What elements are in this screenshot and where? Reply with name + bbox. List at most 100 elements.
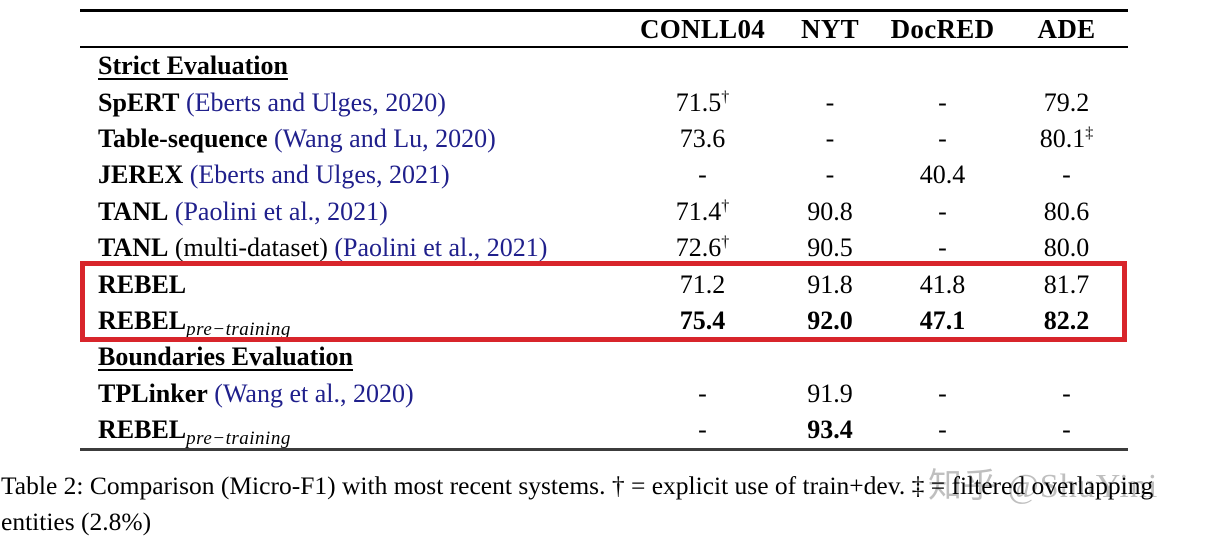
section-cell: Boundaries Evaluation [80,339,1128,375]
citation-link[interactable]: (Paolini et al., 2021) [327,233,548,263]
metric-cell: - [780,157,880,193]
metric-value: 90.8 [807,196,853,226]
metric-value: - [938,378,947,408]
metric-cell: 75.4 [625,303,780,339]
metric-cell: 91.8 [780,266,880,302]
col-header-conll04: CONLL04 [625,9,780,48]
citation-link[interactable]: (Wang and Lu, 2020) [267,123,496,153]
metric-value: 75.4 [679,305,726,335]
metric-value: 93.4 [807,415,853,445]
metric-value: - [938,196,947,226]
table-row: TPLinker (Wang et al., 2020) - 91.9 - - [80,376,1128,412]
table-row: TANL (Paolini et al., 2021) 71.4† 90.8 - 80.… [80,194,1128,230]
metric-value: 90.5 [807,233,853,263]
model-cell: SpERT (Eberts and Ulges, 2020) [80,84,625,120]
caption-line-1: Table 2: Comparison (Micro-F1) with most… [1,471,1154,500]
metric-value: - [938,233,947,263]
metric-cell: 91.9 [780,376,880,412]
model-cell: TANL (multi-dataset) (Paolini et al., 20… [80,230,625,266]
metric-cell: - [880,230,1005,266]
metric-cell: - [780,121,880,157]
metric-value: 79.2 [1043,87,1090,117]
metric-cell: - [1005,376,1128,412]
metric-cell: - [1005,411,1128,452]
metric-cell: 81.7 [1005,266,1128,302]
metric-value: - [698,378,707,408]
metric-value: 47.1 [919,305,966,335]
metric-cell: 47.1 [880,303,1005,339]
metric-value: - [698,415,707,445]
model-subscript: pre−training [186,428,291,450]
metric-value: - [698,160,707,190]
table-caption: Table 2: Comparison (Micro-F1) with most… [1,468,1211,540]
metric-cell: - [880,194,1005,230]
metric-cell: 90.8 [780,194,880,230]
metric-value: 80.0 [1043,233,1090,263]
footnote-marker: † [721,87,730,105]
model-name: TPLinker [98,378,208,408]
metric-value: 91.8 [807,269,853,299]
model-name: REBEL [98,269,187,299]
footnote-marker: † [721,233,730,251]
metric-value: - [938,415,947,445]
citation-link[interactable]: (Eberts and Ulges, 2020) [179,87,446,117]
metric-cell: - [625,376,780,412]
model-cell: REBEL [80,266,625,302]
model-name: TANL [98,233,169,263]
header-row: CONLL04 NYT DocRED ADE [80,9,1128,48]
model-cell: JEREX (Eberts and Ulges, 2021) [80,157,625,193]
watermark: 知乎 @ShuYini [928,468,1159,505]
metric-value: 81.7 [1043,269,1090,299]
section-heading: Boundaries Evaluation [98,342,354,372]
table-row: JEREX (Eberts and Ulges, 2021) - - 40.4 - [80,157,1128,193]
metric-cell: - [1005,157,1128,193]
metric-cell: 80.1‡ [1005,121,1128,157]
metric-value: 80.1 [1039,123,1086,153]
metric-cell: 72.6† [625,230,780,266]
model-subscript: pre−training [186,319,291,341]
metric-cell: 73.6 [625,121,780,157]
metric-value: - [1062,378,1071,408]
table-row: REBEL 71.2 91.8 41.8 81.7 [80,266,1128,302]
section-heading: Strict Evaluation [98,51,288,81]
caption-line-2: entities (2.8%) [1,507,152,536]
metric-cell: 80.0 [1005,230,1128,266]
metric-value: - [825,160,835,190]
metric-value: 41.8 [919,269,966,299]
metric-cell: 71.2 [625,266,780,302]
metric-cell: 41.8 [880,266,1005,302]
metric-value: 91.9 [807,378,853,408]
citation-link[interactable]: (Paolini et al., 2021) [168,196,388,226]
metric-cell: 79.2 [1005,84,1128,120]
metric-value: 92.0 [807,305,853,335]
table-row: TANL (multi-dataset) (Paolini et al., 20… [80,230,1128,266]
metric-value: 80.6 [1043,196,1090,226]
metric-cell: 92.0 [780,303,880,339]
model-name: REBEL [98,415,187,445]
metric-cell: 82.2 [1005,303,1128,339]
col-header-docred: DocRED [880,9,1005,48]
metric-value: 71.5 [675,87,722,117]
model-name: SpERT [98,87,180,117]
col-header-ade: ADE [1005,9,1128,48]
citation-link[interactable]: (Eberts and Ulges, 2021) [183,160,450,190]
model-name: REBEL [98,305,187,335]
table-row: REBELpre−training 75.4 92.0 47.1 82.2 [80,303,1128,339]
model-name: TANL [98,196,169,226]
metric-cell: 71.4† [625,194,780,230]
metric-cell: - [880,411,1005,452]
metric-value: 40.4 [919,160,966,190]
metric-cell: - [780,84,880,120]
metric-cell: 40.4 [880,157,1005,193]
metric-value: - [825,87,835,117]
citation-link[interactable]: (Wang et al., 2020) [207,378,414,408]
col-header-nyt: NYT [780,9,880,48]
metric-cell: - [625,157,780,193]
metric-cell: 90.5 [780,230,880,266]
metric-cell: 80.6 [1005,194,1128,230]
metric-cell: 71.5† [625,84,780,120]
footnote-marker: ‡ [1085,124,1094,142]
metric-value: 71.4 [675,196,722,226]
footnote-marker: † [721,197,730,215]
